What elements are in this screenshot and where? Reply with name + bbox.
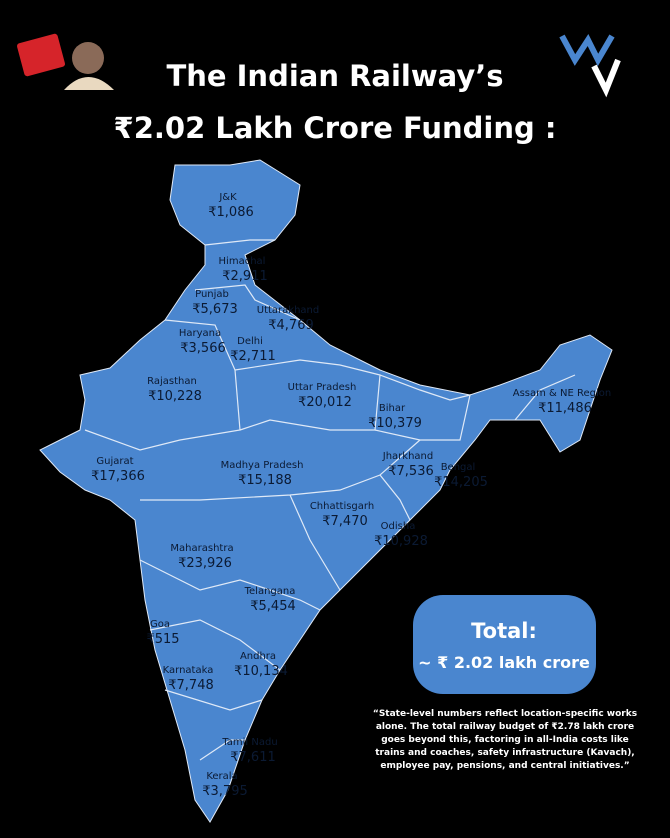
region-name: Himachal bbox=[219, 256, 266, 267]
region-amount: ₹15,188 bbox=[238, 473, 292, 488]
region-name: Uttarakhand bbox=[257, 305, 319, 316]
region-amount: ₹10,928 bbox=[374, 534, 428, 549]
title-line: ₹2.02 Lakh Crore Funding : bbox=[114, 111, 557, 145]
region-amount: ₹1,086 bbox=[208, 205, 254, 220]
region-amount: ₹23,926 bbox=[178, 556, 232, 571]
region-name: Delhi bbox=[237, 336, 263, 347]
region-amount: ₹5,454 bbox=[250, 599, 296, 614]
photo bbox=[16, 33, 114, 90]
region-name: Madhya Pradesh bbox=[221, 460, 304, 471]
region-name: Chhattisgarh bbox=[310, 501, 374, 512]
region-name: Odisha bbox=[381, 521, 416, 532]
logo bbox=[559, 33, 621, 98]
region-amount: ₹17,366 bbox=[91, 469, 145, 484]
region-amount: ₹5,673 bbox=[192, 302, 238, 317]
region-name: Andhra bbox=[240, 651, 276, 662]
region-amount: ₹10,134 bbox=[234, 664, 288, 679]
note-line: alone. The total railway budget of ₹2.78… bbox=[376, 722, 634, 732]
note-line: trains and coaches, safety infrastructur… bbox=[375, 748, 634, 758]
region-name: Rajasthan bbox=[147, 376, 197, 387]
region-amount: ₹515 bbox=[146, 632, 179, 647]
region-name: Tamil Nadu bbox=[221, 737, 277, 748]
region-amount: ₹4,769 bbox=[268, 318, 314, 333]
region-name: Assam & NE Region bbox=[513, 388, 612, 399]
region-name: Goa bbox=[150, 619, 170, 630]
region-amount: ₹3,566 bbox=[180, 341, 226, 356]
region-amount: ₹2,711 bbox=[230, 349, 276, 364]
note-line: “State-level numbers reflect location-sp… bbox=[373, 709, 637, 719]
region-name: Maharashtra bbox=[170, 543, 233, 554]
region-name: Bihar bbox=[379, 403, 406, 414]
region-name: Kerala bbox=[206, 771, 237, 782]
region-name: Punjab bbox=[195, 289, 229, 300]
region-name: Jharkhand bbox=[382, 451, 433, 462]
region-amount: ₹20,012 bbox=[298, 395, 352, 410]
note-line: employee pay, pensions, and central init… bbox=[380, 761, 629, 771]
total-box bbox=[413, 595, 596, 694]
region-amount: ₹7,611 bbox=[230, 750, 276, 765]
note-line: goes beyond this, factoring in all-India… bbox=[381, 735, 629, 745]
region-amount: ₹3,795 bbox=[202, 784, 248, 799]
region-amount: ₹10,379 bbox=[368, 416, 422, 431]
region-name: Telangana bbox=[244, 586, 296, 597]
region-name: Haryana bbox=[179, 328, 221, 339]
region-amount: ₹10,228 bbox=[148, 389, 202, 404]
region-labels: J&K ₹1,086 Himachal ₹2,911 Punjab ₹5,673 Uttar… bbox=[91, 192, 611, 799]
total-label: Total: bbox=[471, 619, 537, 643]
region-name: Gujarat bbox=[96, 456, 133, 467]
region-amount: ₹11,486 bbox=[538, 401, 592, 416]
region-name: J&K bbox=[218, 192, 237, 203]
region-amount: ₹2,911 bbox=[222, 269, 268, 284]
region-name: Uttar Pradesh bbox=[288, 382, 357, 393]
region-amount: ₹7,470 bbox=[322, 514, 368, 529]
region-amount: ₹7,748 bbox=[168, 678, 214, 693]
state-borders bbox=[84, 239, 576, 761]
total-amount: ~ ₹ 2.02 lakh crore bbox=[418, 653, 590, 672]
region-name: Bengal bbox=[441, 462, 476, 473]
title-line: The Indian Railway’s bbox=[166, 59, 503, 93]
note: “State-level numbers reflect location-sp… bbox=[373, 709, 637, 771]
region-amount: ₹14,205 bbox=[434, 475, 488, 490]
region-name: Karnataka bbox=[163, 665, 214, 676]
region-amount: ₹7,536 bbox=[388, 464, 434, 479]
